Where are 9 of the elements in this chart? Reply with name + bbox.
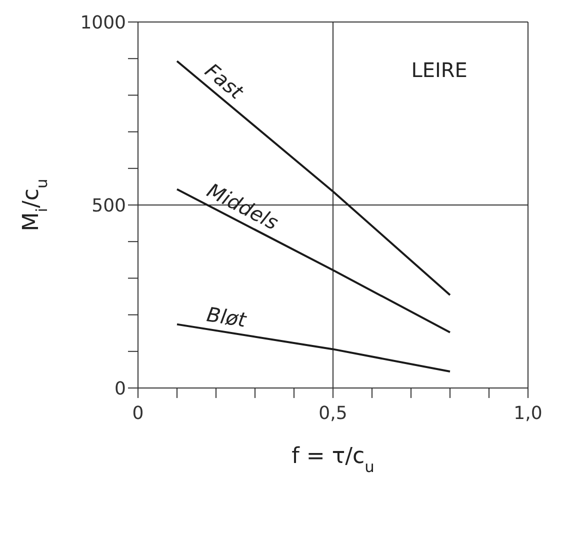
y-tick-label: 0 — [114, 378, 126, 400]
x-tick-label: 0 — [132, 402, 144, 424]
y-tick-label: 1000 — [80, 12, 126, 34]
x-axis-title: f = τ/c$_{u}$ — [292, 444, 374, 476]
x-tick-label: 1,0 — [514, 402, 542, 424]
y-tick-label: 500 — [92, 195, 126, 216]
text: Bløt — [205, 302, 249, 332]
x-tick-label: 0,5 — [318, 402, 348, 424]
annotation: LEIRE — [411, 58, 468, 82]
